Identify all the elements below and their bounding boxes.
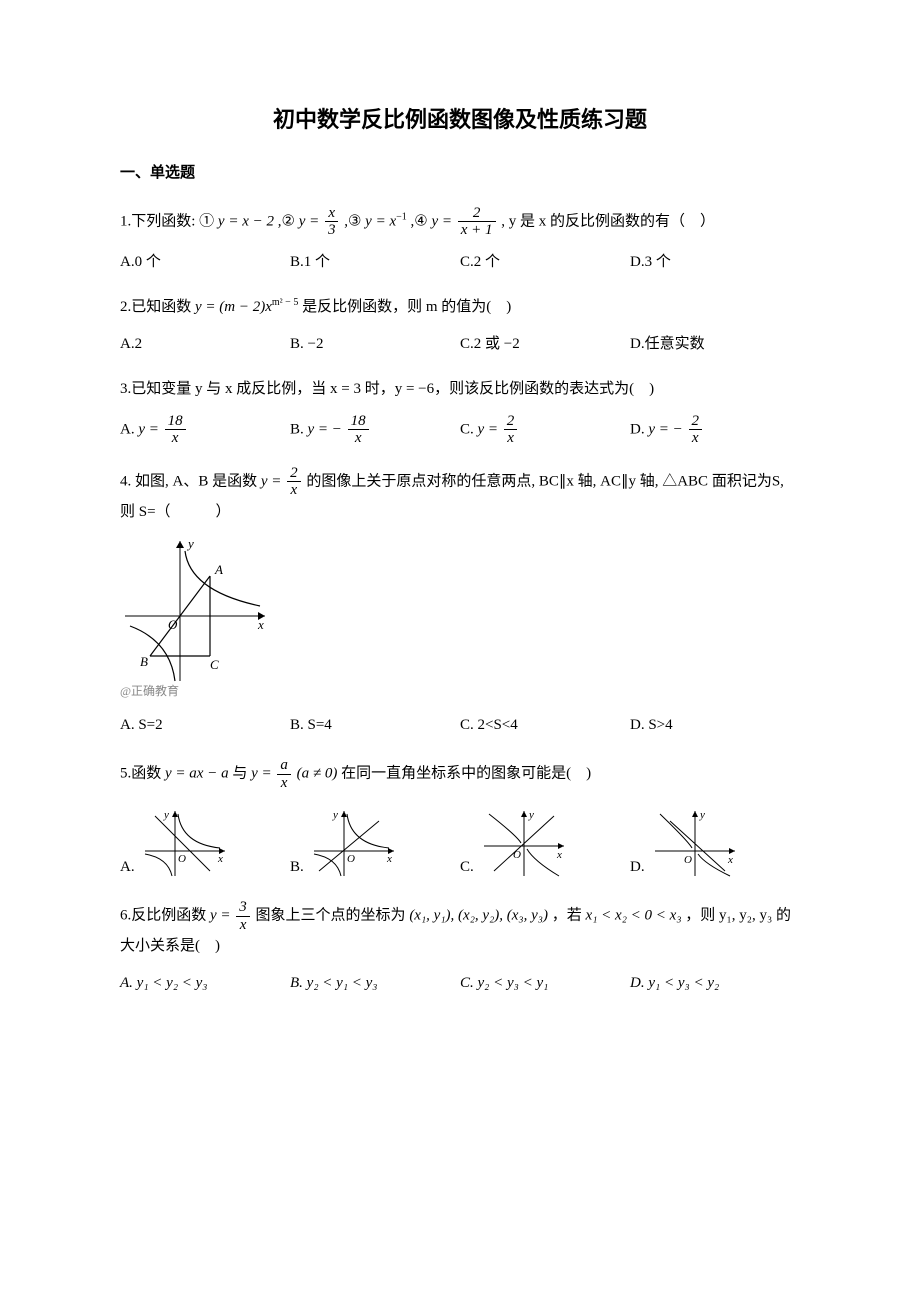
svg-text:x: x (556, 849, 562, 861)
svg-text:x: x (727, 854, 733, 866)
q4-eq-lhs: y = (261, 473, 282, 489)
q3-option-d: D. y = − 2x (630, 413, 800, 447)
q6-mid2: ，若 (552, 908, 586, 924)
svg-text:O: O (513, 849, 521, 861)
svg-text:O: O (684, 854, 692, 866)
q2-eq-lhs: y = (m − 2)x (195, 299, 272, 315)
q1-option-a: A.0 个 (120, 249, 290, 276)
q4-eq-frac: 2x (287, 465, 301, 499)
q4-option-b: B. S=4 (290, 712, 460, 739)
q6-option-d: D. y₁ < y₃ < y₂ (630, 970, 800, 997)
q5-eq2-lhs: y = (251, 766, 272, 782)
q5-mid: 与 (232, 766, 251, 782)
q2-option-c: C.2 或 −2 (460, 331, 630, 358)
q6-option-b: B. y₂ < y₁ < y₃ (290, 970, 460, 997)
q1-eq4-frac: 2x + 1 (458, 205, 496, 239)
q2-eq-sup: m² − 5 (272, 297, 298, 308)
q5-eq1: y = ax − a (165, 766, 229, 782)
q5-stem-prefix: 5.函数 (120, 766, 165, 782)
svg-text:C: C (210, 657, 219, 672)
q1-mid1: ,② (278, 213, 295, 229)
q2-option-d: D.任意实数 (630, 331, 800, 358)
q5-option-b: B. O x y (290, 806, 460, 881)
svg-text:y: y (528, 809, 534, 821)
q1-eq4-lhs: y = (431, 213, 452, 229)
q1-option-b: B.1 个 (290, 249, 460, 276)
q1-eq1: y = x − 2 (218, 213, 274, 229)
q1-mid3: ,④ (411, 213, 428, 229)
q1-eq2-lhs: y = (299, 213, 320, 229)
question-4: 4. 如图, A、B 是函数 y = 2x 的图像上关于原点对称的任意两点, B… (120, 465, 800, 740)
q6-mid1: 图象上三个点的坐标为 (256, 908, 410, 924)
q6-points: (x₁, y₁), (x₂, y₂), (x₃, y₃) (409, 908, 548, 924)
q2-stem-prefix: 2.已知函数 (120, 299, 195, 315)
svg-text:y: y (699, 809, 705, 821)
section-header: 一、单选题 (120, 160, 800, 187)
q3-option-c: C. y = 2x (460, 413, 630, 447)
svg-text:x: x (386, 853, 392, 865)
question-2: 2.已知函数 y = (m − 2)xm² − 5 是反比例函数，则 m 的值为… (120, 294, 800, 358)
svg-text:y: y (186, 536, 194, 551)
q1-eq3: y = x (365, 213, 396, 229)
svg-text:A: A (214, 562, 223, 577)
question-3: 3.已知变量 y 与 x 成反比例，当 x = 3 时，y = −6，则该反比例… (120, 376, 800, 447)
q1-eq3-sup: −1 (396, 211, 407, 222)
svg-text:O: O (178, 853, 186, 865)
q2-stem-suffix: 是反比例函数，则 m 的值为( ) (302, 299, 511, 315)
q1-option-c: C.2 个 (460, 249, 630, 276)
q5-cond: (a ≠ 0) (297, 766, 338, 782)
q6-option-a: A. y₁ < y₂ < y₃ (120, 970, 290, 997)
q5-option-c: C. O x y (460, 806, 630, 881)
q5-option-a: A. O x y (120, 806, 290, 881)
q1-option-d: D.3 个 (630, 249, 800, 276)
q4-figure: A B C O x y @正确教育 (120, 536, 800, 703)
svg-text:O: O (347, 853, 355, 865)
svg-text:B: B (140, 654, 148, 669)
q1-stem-prefix: 1.下列函数: ① (120, 213, 214, 229)
q2-option-a: A.2 (120, 331, 290, 358)
svg-text:y: y (163, 809, 169, 821)
q4-option-a: A. S=2 (120, 712, 290, 739)
q6-option-c: C. y₂ < y₃ < y₁ (460, 970, 630, 997)
q3-stem: 3.已知变量 y 与 x 成反比例，当 x = 3 时，y = −6，则该反比例… (120, 376, 800, 403)
q1-eq2-frac: x3 (325, 205, 339, 239)
q6-stem-prefix: 6.反比例函数 (120, 908, 210, 924)
q3-option-b: B. y = − 18x (290, 413, 460, 447)
q5-stem-suffix: 在同一直角坐标系中的图象可能是( ) (341, 766, 591, 782)
q1-mid2: ,③ (344, 213, 361, 229)
q6-cond: x₁ < x₂ < 0 < x₃ (586, 908, 682, 924)
svg-text:y: y (332, 809, 338, 821)
q2-option-b: B. −2 (290, 331, 460, 358)
question-5: 5.函数 y = ax − a 与 y = ax (a ≠ 0) 在同一直角坐标… (120, 757, 800, 881)
q3-option-a: A. y = 18x (120, 413, 290, 447)
q5-option-d: D. O x y (630, 806, 800, 881)
question-6: 6.反比例函数 y = 3x 图象上三个点的坐标为 (x₁, y₁), (x₂,… (120, 899, 800, 997)
svg-text:x: x (257, 617, 264, 632)
q4-stem-prefix: 4. 如图, A、B 是函数 (120, 473, 261, 489)
q6-eq-frac: 3x (236, 899, 250, 933)
page-title: 初中数学反比例函数图像及性质练习题 (120, 100, 800, 140)
q5-eq2-frac: ax (277, 757, 291, 791)
q4-watermark: @正确教育 (120, 681, 800, 703)
q6-eq-lhs: y = (210, 908, 231, 924)
q4-option-d: D. S>4 (630, 712, 800, 739)
q1-tail: , y 是 x 的反比例函数的有（ ） (501, 213, 715, 229)
question-1: 1.下列函数: ① y = x − 2 ,② y = x3 ,③ y = x−1… (120, 205, 800, 276)
svg-text:O: O (168, 617, 178, 632)
svg-text:x: x (217, 853, 223, 865)
q4-option-c: C. 2<S<4 (460, 712, 630, 739)
